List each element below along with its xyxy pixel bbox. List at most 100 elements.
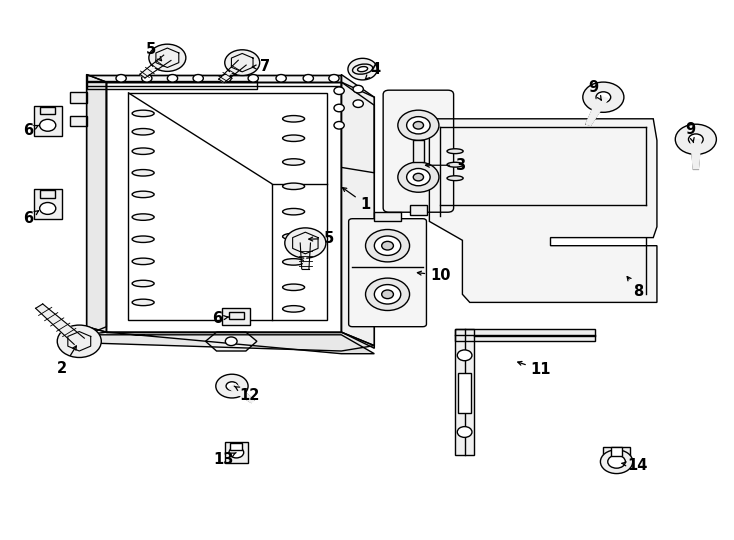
- Polygon shape: [156, 48, 179, 68]
- Circle shape: [398, 110, 439, 140]
- Circle shape: [40, 202, 56, 214]
- Text: 2: 2: [57, 346, 76, 376]
- Circle shape: [142, 75, 152, 82]
- Circle shape: [382, 290, 393, 299]
- Bar: [34, 106, 62, 136]
- Circle shape: [366, 230, 410, 262]
- Text: 1: 1: [343, 187, 371, 212]
- Bar: [34, 189, 62, 219]
- Polygon shape: [36, 304, 84, 345]
- Text: 9: 9: [685, 122, 695, 143]
- Circle shape: [366, 278, 410, 310]
- Circle shape: [457, 427, 472, 437]
- Polygon shape: [106, 82, 341, 332]
- Polygon shape: [586, 96, 608, 125]
- Polygon shape: [341, 75, 374, 346]
- Polygon shape: [229, 384, 254, 402]
- Circle shape: [238, 59, 247, 66]
- Bar: [230, 443, 242, 450]
- Circle shape: [583, 82, 624, 112]
- Polygon shape: [87, 81, 257, 89]
- Polygon shape: [87, 327, 374, 351]
- Text: 10: 10: [418, 268, 451, 283]
- Bar: [225, 442, 248, 463]
- Polygon shape: [341, 82, 374, 173]
- Polygon shape: [106, 82, 341, 332]
- Polygon shape: [455, 329, 595, 341]
- Ellipse shape: [132, 258, 154, 265]
- Polygon shape: [87, 75, 341, 86]
- Text: 5: 5: [309, 231, 334, 246]
- Polygon shape: [140, 55, 171, 78]
- Ellipse shape: [132, 191, 154, 198]
- Polygon shape: [206, 332, 257, 351]
- Text: 5: 5: [146, 42, 161, 60]
- Bar: [40, 190, 55, 198]
- Bar: [611, 447, 622, 456]
- Polygon shape: [341, 82, 374, 348]
- Circle shape: [329, 75, 339, 82]
- Circle shape: [276, 75, 286, 82]
- Circle shape: [216, 374, 248, 398]
- Circle shape: [248, 75, 258, 82]
- Circle shape: [167, 75, 178, 82]
- Ellipse shape: [283, 233, 305, 240]
- Circle shape: [226, 382, 238, 390]
- Polygon shape: [293, 232, 318, 254]
- Circle shape: [163, 55, 172, 61]
- Circle shape: [74, 338, 84, 345]
- Ellipse shape: [352, 64, 373, 74]
- Polygon shape: [455, 329, 474, 455]
- Circle shape: [353, 85, 363, 93]
- Circle shape: [413, 122, 424, 129]
- Polygon shape: [87, 332, 374, 354]
- Circle shape: [596, 92, 611, 103]
- Circle shape: [608, 455, 625, 468]
- Ellipse shape: [132, 280, 154, 287]
- Ellipse shape: [132, 148, 154, 154]
- Bar: [458, 373, 471, 413]
- Ellipse shape: [283, 159, 305, 165]
- Circle shape: [600, 450, 633, 474]
- Polygon shape: [68, 332, 91, 351]
- Polygon shape: [429, 119, 657, 302]
- Circle shape: [353, 100, 363, 107]
- Circle shape: [398, 162, 439, 192]
- Polygon shape: [87, 75, 106, 332]
- Polygon shape: [87, 75, 106, 335]
- Ellipse shape: [447, 176, 463, 180]
- Polygon shape: [300, 243, 310, 269]
- Circle shape: [221, 75, 231, 82]
- Ellipse shape: [132, 110, 154, 117]
- Text: 3: 3: [426, 158, 465, 173]
- Polygon shape: [70, 116, 87, 126]
- Text: 6: 6: [23, 123, 38, 138]
- Text: 6: 6: [23, 211, 38, 226]
- Circle shape: [225, 337, 237, 346]
- Circle shape: [285, 228, 326, 258]
- Circle shape: [374, 236, 401, 255]
- Circle shape: [382, 241, 393, 250]
- Circle shape: [374, 285, 401, 304]
- Polygon shape: [87, 75, 341, 82]
- Circle shape: [57, 325, 101, 357]
- Bar: [410, 205, 427, 215]
- Circle shape: [348, 58, 377, 80]
- Ellipse shape: [132, 129, 154, 135]
- Ellipse shape: [283, 284, 305, 291]
- Circle shape: [407, 117, 430, 134]
- FancyBboxPatch shape: [383, 90, 454, 212]
- Polygon shape: [231, 53, 253, 72]
- Bar: [40, 107, 55, 114]
- Bar: [222, 308, 250, 325]
- Circle shape: [193, 75, 203, 82]
- Polygon shape: [128, 93, 327, 320]
- Ellipse shape: [357, 66, 368, 72]
- Polygon shape: [691, 139, 701, 169]
- Circle shape: [149, 44, 186, 71]
- Polygon shape: [219, 60, 246, 83]
- FancyBboxPatch shape: [349, 219, 426, 327]
- Circle shape: [413, 173, 424, 181]
- Ellipse shape: [283, 259, 305, 265]
- Ellipse shape: [132, 170, 154, 176]
